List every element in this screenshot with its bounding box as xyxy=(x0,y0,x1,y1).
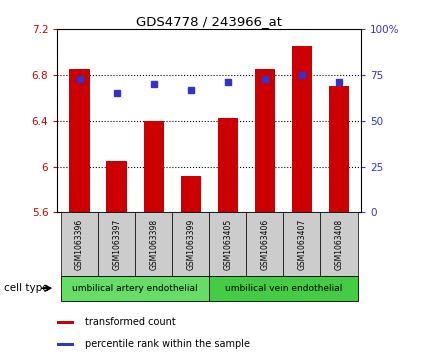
Bar xyxy=(246,212,283,276)
Text: umbilical vein endothelial: umbilical vein endothelial xyxy=(225,284,342,293)
Text: cell type: cell type xyxy=(4,283,49,293)
Bar xyxy=(210,212,246,276)
Text: GSM1063399: GSM1063399 xyxy=(186,219,195,270)
Text: umbilical artery endothelial: umbilical artery endothelial xyxy=(72,284,198,293)
Bar xyxy=(61,212,98,276)
Text: GSM1063397: GSM1063397 xyxy=(112,219,121,270)
Bar xyxy=(107,161,127,212)
Bar xyxy=(135,212,172,276)
Text: GSM1063408: GSM1063408 xyxy=(334,219,343,270)
Bar xyxy=(181,176,201,212)
Text: GSM1063406: GSM1063406 xyxy=(261,219,269,270)
Bar xyxy=(283,212,320,276)
Bar xyxy=(57,321,74,324)
Bar xyxy=(210,276,357,301)
Text: GSM1063398: GSM1063398 xyxy=(149,219,158,270)
Text: GSM1063407: GSM1063407 xyxy=(298,219,306,270)
Bar xyxy=(98,212,135,276)
Bar xyxy=(292,46,312,212)
Bar xyxy=(57,343,74,346)
Bar xyxy=(320,212,357,276)
Bar xyxy=(144,121,164,212)
Title: GDS4778 / 243966_at: GDS4778 / 243966_at xyxy=(136,15,282,28)
Bar xyxy=(329,86,349,212)
Text: GSM1063405: GSM1063405 xyxy=(224,219,232,270)
Bar xyxy=(218,118,238,212)
Bar xyxy=(61,276,210,301)
Bar xyxy=(172,212,210,276)
Bar xyxy=(255,69,275,212)
Text: transformed count: transformed count xyxy=(85,317,176,327)
Text: percentile rank within the sample: percentile rank within the sample xyxy=(85,339,250,349)
Text: GSM1063396: GSM1063396 xyxy=(75,219,84,270)
Bar xyxy=(69,69,90,212)
